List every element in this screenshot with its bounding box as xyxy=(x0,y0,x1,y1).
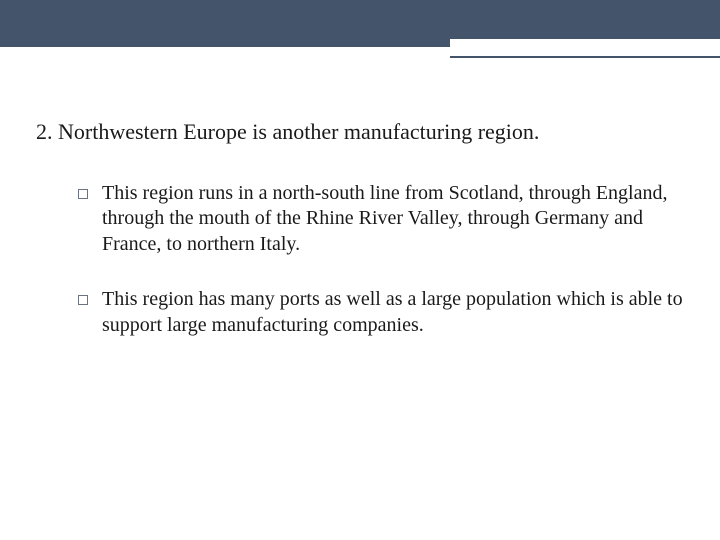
header-accent-gap xyxy=(450,39,720,42)
sub-list: This region runs in a north-south line f… xyxy=(36,181,684,339)
sub-item: This region has many ports as well as a … xyxy=(78,287,684,338)
slide-content: 2. Northwestern Europe is another manufa… xyxy=(36,118,684,369)
main-point: 2. Northwestern Europe is another manufa… xyxy=(36,118,684,147)
sub-item-text: This region has many ports as well as a … xyxy=(102,288,683,336)
sub-item-text: This region runs in a north-south line f… xyxy=(102,182,667,255)
header-accent-underline xyxy=(450,56,720,58)
sub-item: This region runs in a north-south line f… xyxy=(78,181,684,258)
main-point-text: 2. Northwestern Europe is another manufa… xyxy=(36,118,684,147)
slide-container: 2. Northwestern Europe is another manufa… xyxy=(0,0,720,540)
header-band xyxy=(0,0,720,44)
header-accent-box xyxy=(450,42,720,56)
